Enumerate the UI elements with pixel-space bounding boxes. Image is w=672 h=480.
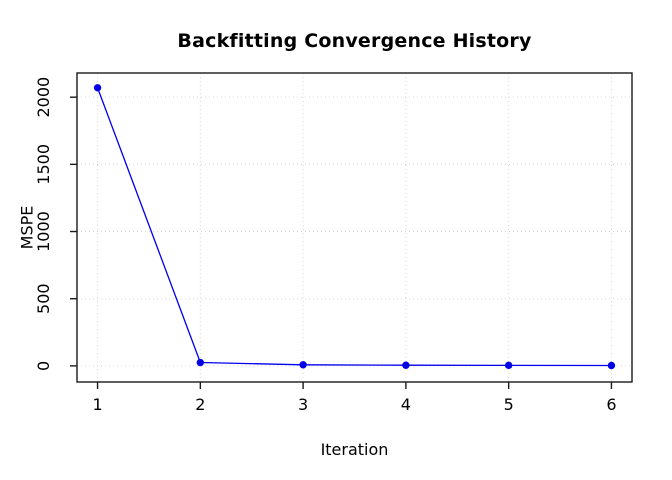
x-tick-label: 2 <box>195 395 205 414</box>
data-point <box>93 84 102 92</box>
y-tick-label: 0 <box>34 361 53 371</box>
x-tick-label: 1 <box>92 395 102 414</box>
data-point <box>402 361 410 369</box>
data-point <box>196 358 205 367</box>
data-point <box>299 361 307 369</box>
y-tick-label: 2000 <box>34 77 53 118</box>
data-point <box>607 361 616 370</box>
x-tick-label: 5 <box>504 395 514 414</box>
data-point <box>504 361 513 370</box>
x-tick-label: 3 <box>298 395 308 414</box>
y-tick-label: 500 <box>34 283 53 314</box>
y-tick-label: 1500 <box>34 144 53 185</box>
y-tick-label: 1000 <box>34 211 53 252</box>
series-line <box>96 87 612 367</box>
y-axis-label: MSPE <box>17 205 37 250</box>
x-tick-label: 4 <box>401 395 411 414</box>
plot-box <box>76 72 633 383</box>
chart-title: Backfitting Convergence History <box>177 30 532 52</box>
x-tick-label: 6 <box>606 395 616 414</box>
x-axis-label: Iteration <box>320 440 389 459</box>
